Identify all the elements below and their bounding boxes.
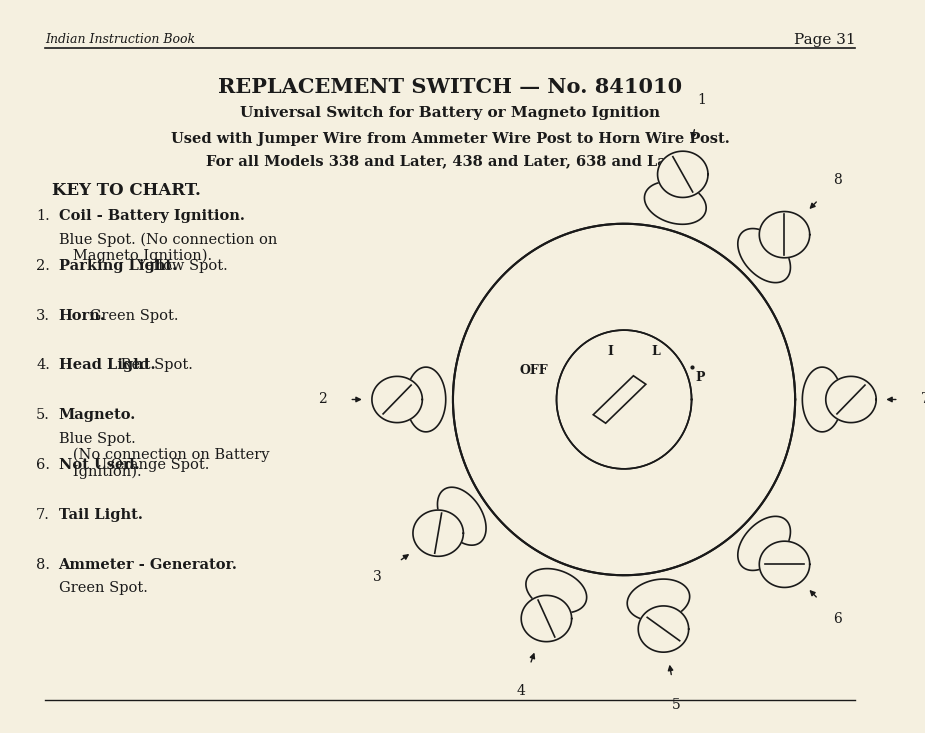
Polygon shape xyxy=(413,510,463,556)
Text: 6: 6 xyxy=(833,611,842,625)
Text: P: P xyxy=(696,371,706,384)
Text: KEY TO CHART.: KEY TO CHART. xyxy=(52,182,201,199)
Polygon shape xyxy=(802,367,842,432)
Polygon shape xyxy=(645,182,706,224)
Text: 2: 2 xyxy=(318,392,327,407)
Polygon shape xyxy=(521,595,572,641)
Text: 5.: 5. xyxy=(36,408,50,422)
Text: 7: 7 xyxy=(921,392,925,407)
Text: 1: 1 xyxy=(697,93,707,107)
Text: 5: 5 xyxy=(672,698,681,712)
Text: Page 31: Page 31 xyxy=(794,33,856,47)
Text: 7.: 7. xyxy=(36,508,50,522)
Text: 3.: 3. xyxy=(36,309,50,323)
Text: 6.: 6. xyxy=(36,458,50,472)
Text: Orange Spot.: Orange Spot. xyxy=(105,458,209,472)
Text: I: I xyxy=(608,345,613,358)
Text: Yellow Spot.: Yellow Spot. xyxy=(131,259,228,273)
Text: 4.: 4. xyxy=(36,358,50,372)
Polygon shape xyxy=(627,579,690,621)
Polygon shape xyxy=(438,487,486,545)
Text: 8: 8 xyxy=(833,174,842,188)
Polygon shape xyxy=(738,229,791,283)
Polygon shape xyxy=(658,151,708,197)
Text: Horn.: Horn. xyxy=(58,309,105,323)
Polygon shape xyxy=(406,367,446,432)
Text: Ammeter - Generator.: Ammeter - Generator. xyxy=(58,558,238,572)
Text: 1.: 1. xyxy=(36,209,50,223)
Text: Coil - Battery Ignition.: Coil - Battery Ignition. xyxy=(58,209,244,223)
Text: 8.: 8. xyxy=(36,558,50,572)
Text: 4: 4 xyxy=(516,684,525,698)
Polygon shape xyxy=(526,569,586,613)
Text: Tail Light.: Tail Light. xyxy=(58,508,142,522)
Text: 3: 3 xyxy=(373,570,381,584)
Text: Green Spot.: Green Spot. xyxy=(85,309,179,323)
Bar xyxy=(593,376,646,423)
Text: Used with Jumper Wire from Ammeter Wire Post to Horn Wire Post.: Used with Jumper Wire from Ammeter Wire … xyxy=(171,132,730,146)
Text: Indian Instruction Book: Indian Instruction Book xyxy=(45,33,195,46)
Text: Head Light.: Head Light. xyxy=(58,358,155,372)
Text: Red Spot.: Red Spot. xyxy=(116,358,192,372)
Text: Green Spot.: Green Spot. xyxy=(58,581,147,595)
Polygon shape xyxy=(738,516,791,570)
Text: Universal Switch for Battery or Magneto Ignition: Universal Switch for Battery or Magneto … xyxy=(240,106,660,120)
Text: Blue Spot.
   (No connection on Battery
   Ignition).: Blue Spot. (No connection on Battery Ign… xyxy=(58,432,269,479)
Text: L: L xyxy=(651,345,660,358)
Text: 2.: 2. xyxy=(36,259,50,273)
Polygon shape xyxy=(638,606,688,652)
Text: REPLACEMENT SWITCH — No. 841010: REPLACEMENT SWITCH — No. 841010 xyxy=(218,77,683,97)
Polygon shape xyxy=(372,376,423,423)
Text: Magneto.: Magneto. xyxy=(58,408,136,422)
Polygon shape xyxy=(453,224,796,575)
Text: For all Models 338 and Later, 438 and Later, 638 and Later.: For all Models 338 and Later, 438 and La… xyxy=(206,154,695,168)
Text: Not Used.: Not Used. xyxy=(58,458,139,472)
Text: Blue Spot. (No connection on
   Magneto Ignition).: Blue Spot. (No connection on Magneto Ign… xyxy=(58,232,277,263)
Text: Parking Light.: Parking Light. xyxy=(58,259,177,273)
Polygon shape xyxy=(826,376,876,423)
Polygon shape xyxy=(557,330,692,469)
Polygon shape xyxy=(759,541,809,587)
Polygon shape xyxy=(759,212,809,258)
Text: OFF: OFF xyxy=(520,364,549,377)
